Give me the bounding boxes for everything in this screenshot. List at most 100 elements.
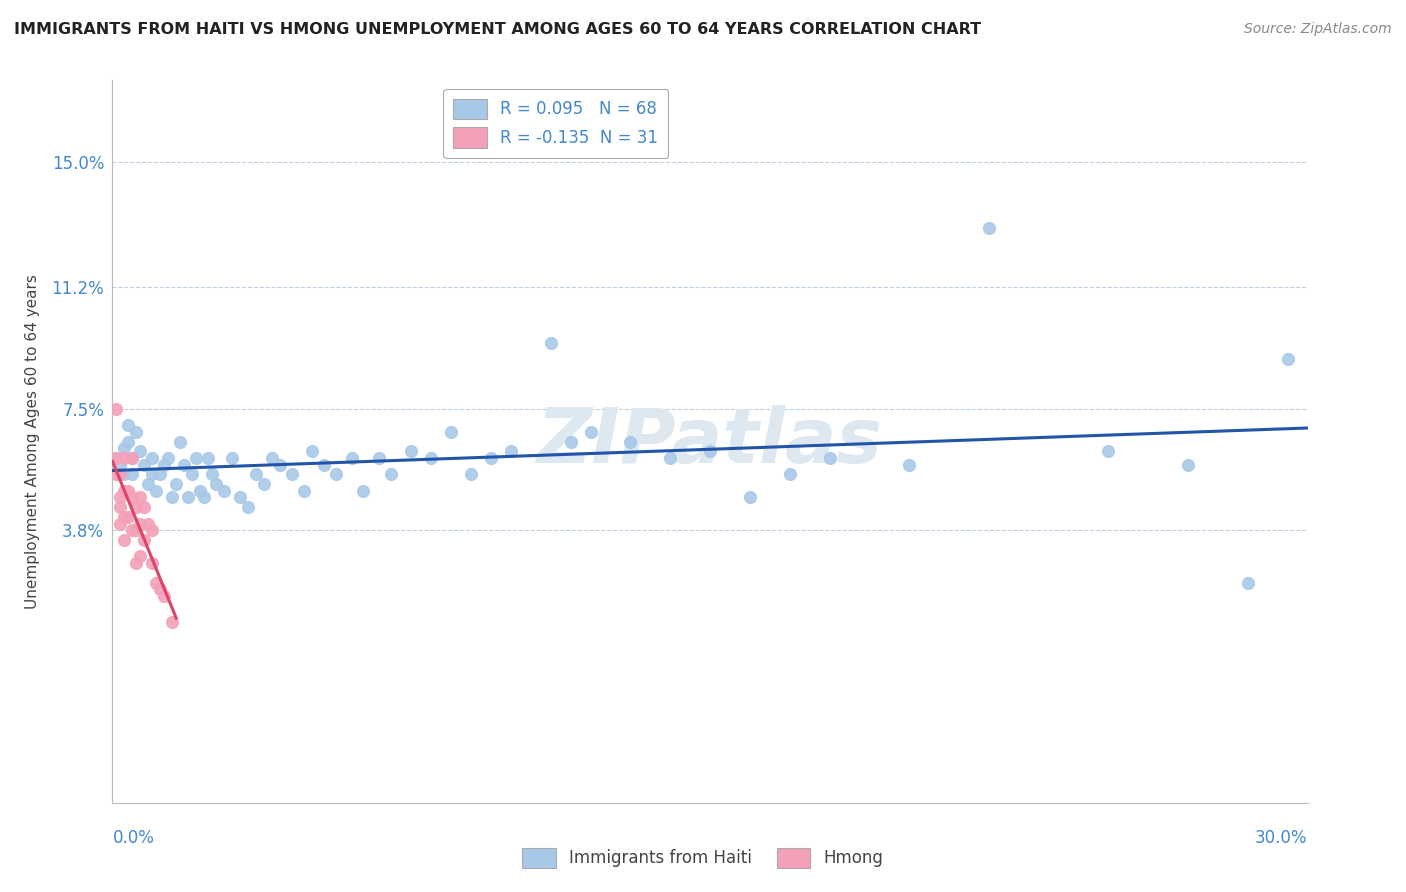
Point [134, 500, 156, 515]
Point [420, 450, 443, 465]
Point [134, 533, 156, 547]
Point [1097, 444, 1119, 458]
Point [186, 450, 208, 465]
Point [236, 500, 259, 515]
Point [540, 336, 562, 351]
Text: 30.0%: 30.0% [1256, 829, 1308, 847]
Point [401, 444, 423, 458]
Point [105, 401, 128, 416]
Point [129, 491, 152, 505]
Point [125, 523, 148, 537]
Point [165, 477, 187, 491]
Point [110, 467, 132, 482]
Point [269, 458, 291, 472]
Legend: Immigrants from Haiti, Hmong: Immigrants from Haiti, Hmong [516, 841, 890, 875]
Point [117, 510, 139, 524]
Point [353, 483, 375, 498]
Point [110, 516, 132, 531]
Point [229, 491, 252, 505]
Point [114, 441, 135, 455]
Point [560, 434, 582, 449]
Point [162, 615, 183, 630]
Point [699, 444, 721, 458]
Point [205, 477, 228, 491]
Point [380, 467, 402, 482]
Point [129, 444, 152, 458]
Point [105, 450, 128, 465]
Point [312, 458, 335, 472]
Text: IMMIGRANTS FROM HAITI VS HMONG UNEMPLOYMENT AMONG AGES 60 TO 64 YEARS CORRELATIO: IMMIGRANTS FROM HAITI VS HMONG UNEMPLOYM… [14, 22, 981, 37]
Point [253, 477, 276, 491]
Point [110, 491, 132, 505]
Point [125, 425, 148, 439]
Point [181, 467, 204, 482]
Point [110, 500, 132, 515]
Point [440, 425, 463, 439]
Point [169, 434, 191, 449]
Point [114, 467, 135, 482]
Point [738, 491, 761, 505]
Point [114, 450, 135, 465]
Point [114, 510, 135, 524]
Point [301, 444, 323, 458]
Point [145, 575, 167, 590]
Point [141, 523, 163, 537]
Point [193, 491, 215, 505]
Point [619, 434, 641, 449]
Point [105, 450, 128, 465]
Point [340, 450, 363, 465]
Point [292, 483, 315, 498]
Point [114, 483, 135, 498]
Point [125, 500, 148, 515]
Point [145, 483, 167, 498]
Point [149, 467, 172, 482]
Point [157, 450, 180, 465]
Legend: R = 0.095   N = 68, R = -0.135  N = 31: R = 0.095 N = 68, R = -0.135 N = 31 [443, 88, 668, 158]
Point [153, 589, 176, 603]
Point [125, 556, 148, 570]
Point [818, 450, 841, 465]
Text: Source: ZipAtlas.com: Source: ZipAtlas.com [1244, 22, 1392, 37]
Point [212, 483, 235, 498]
Point [173, 458, 195, 472]
Point [117, 434, 139, 449]
Point [197, 450, 219, 465]
Point [977, 221, 1000, 235]
Point [1177, 458, 1199, 472]
Point [499, 444, 522, 458]
Point [201, 467, 224, 482]
Point [138, 516, 160, 531]
Point [1237, 575, 1260, 590]
Point [221, 450, 243, 465]
Point [368, 450, 391, 465]
Point [114, 533, 135, 547]
Point [121, 491, 143, 505]
Point [659, 450, 682, 465]
Point [141, 467, 163, 482]
Point [110, 458, 132, 472]
Point [141, 450, 163, 465]
Point [117, 418, 139, 433]
Point [260, 450, 283, 465]
Point [245, 467, 267, 482]
Point [121, 450, 143, 465]
Point [460, 467, 482, 482]
Point [188, 483, 211, 498]
Point [105, 467, 128, 482]
Text: ZIPatlas: ZIPatlas [537, 405, 883, 478]
Point [898, 458, 921, 472]
Point [129, 549, 152, 564]
Point [141, 556, 163, 570]
Y-axis label: Unemployment Among Ages 60 to 64 years: Unemployment Among Ages 60 to 64 years [25, 274, 41, 609]
Point [162, 491, 183, 505]
Point [121, 450, 143, 465]
Point [1277, 352, 1299, 367]
Point [129, 516, 152, 531]
Point [153, 458, 176, 472]
Point [779, 467, 801, 482]
Point [281, 467, 304, 482]
Point [479, 450, 502, 465]
Point [117, 483, 139, 498]
Point [121, 467, 143, 482]
Point [134, 458, 156, 472]
